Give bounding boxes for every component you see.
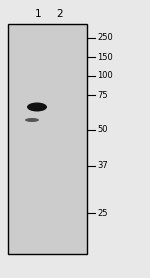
Ellipse shape	[27, 103, 47, 111]
Text: 75: 75	[97, 91, 108, 100]
Text: 100: 100	[97, 71, 113, 81]
Text: 2: 2	[57, 9, 63, 19]
Text: 250: 250	[97, 34, 113, 43]
Text: 50: 50	[97, 125, 108, 135]
Text: 25: 25	[97, 208, 108, 217]
Text: 150: 150	[97, 53, 113, 61]
Ellipse shape	[25, 118, 39, 122]
Bar	[8, 24, 87, 254]
Text: 1: 1	[35, 9, 41, 19]
Text: 37: 37	[97, 162, 108, 170]
